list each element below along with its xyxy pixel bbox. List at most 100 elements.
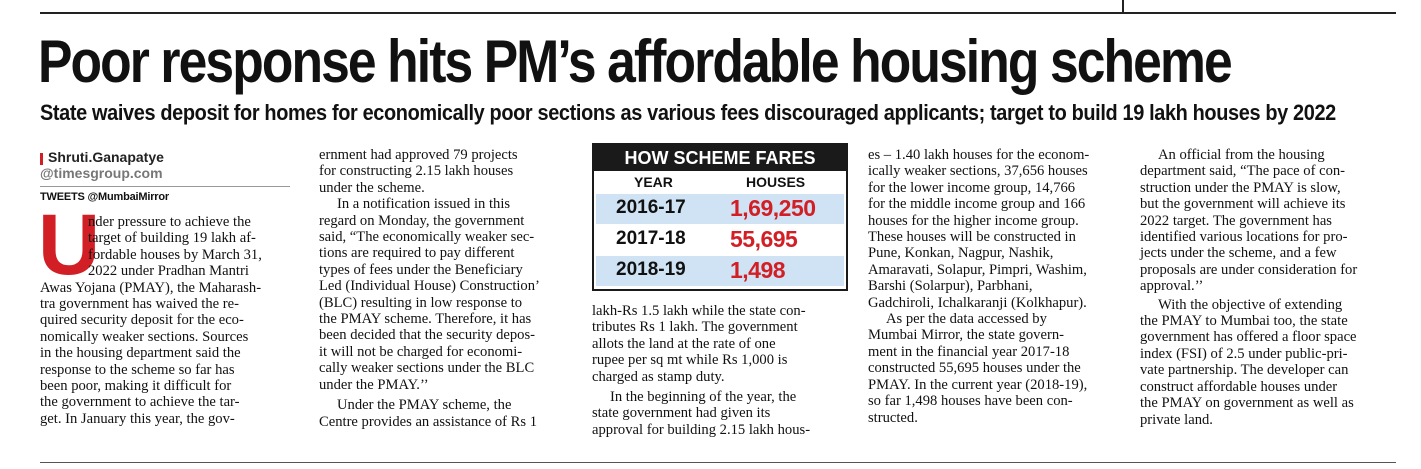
byline-accent-bar <box>40 153 43 165</box>
table-row: 2017-18 55,695 <box>596 225 844 255</box>
text-line: In a notification issued in this <box>337 196 511 213</box>
table-row: 2016-17 1,69,250 <box>596 194 844 224</box>
text-line: the PMAY on government as well as <box>1140 395 1354 412</box>
text-line: Led (Individual House) Construction’ <box>319 278 540 295</box>
text-line: types of fees under the Beneficiary <box>319 261 523 278</box>
table-row: 2018-19 1,498 <box>596 256 844 286</box>
text-line: jects under the scheme, and a few <box>1140 245 1337 262</box>
text-line: said, “The economically weaker sec- <box>319 229 535 246</box>
text-line: cally weaker sections under the BLC <box>319 360 535 377</box>
text-line: but the government will achieve its <box>1140 196 1346 213</box>
text-line: ment in the financial year 2017-18 <box>868 343 1070 360</box>
text-line: identified various locations for pro- <box>1140 229 1348 246</box>
table-cell-year: 2017-18 <box>616 228 686 249</box>
table-header-year: YEAR <box>634 174 673 190</box>
text-line: in the housing department said the <box>40 345 241 362</box>
text-line: tions are required to pay different <box>319 245 515 262</box>
table-cell-year: 2018-19 <box>616 259 686 280</box>
column-1-text: nder pressure to achieve the target of b… <box>40 214 290 427</box>
text-line: proposals are under consideration for <box>1140 261 1358 278</box>
text-line: struction under the PMAY is slow, <box>1140 179 1341 196</box>
deck-subheadline: State waives deposit for homes for econo… <box>40 100 1336 125</box>
byline-name: Shruti.Ganapatye <box>48 149 164 165</box>
text-line: been decided that the security depos- <box>319 327 535 344</box>
text-line: nomically weaker sections. Sources <box>40 328 249 345</box>
text-line: charged as stamp duty. <box>592 368 725 385</box>
byline-email: @timesgroup.com <box>40 165 163 181</box>
text-line: Mumbai Mirror, the state govern- <box>868 327 1064 344</box>
text-line: get. In January this year, the gov- <box>40 410 235 427</box>
text-line: allots the land at the rate of one <box>592 335 776 352</box>
text-line: under the scheme. <box>319 179 425 196</box>
text-line: state government had given its <box>592 405 771 422</box>
column-2-text: ernment had approved 79 projects for con… <box>319 147 571 430</box>
text-line: construct affordable houses under <box>1140 378 1338 395</box>
text-line: Barshi (Solarpur), Parbhani, <box>868 278 1033 295</box>
text-line: for the lower income group, 14,766 <box>868 179 1076 196</box>
text-line: Awas Yojana (PMAY), the Maharash- <box>40 279 262 296</box>
text-line: quired security deposit for the eco- <box>40 312 244 329</box>
text-line: (BLC) resulting in low response to <box>319 294 523 311</box>
text-line: Under the PMAY scheme, the <box>337 397 512 414</box>
twitter-handle: TWEETS @MumbaiMirror <box>40 191 169 203</box>
text-line: es – 1.40 lakh houses for the econom- <box>868 147 1090 163</box>
text-line: index (FSI) of 2.5 under public-pri- <box>1140 345 1348 362</box>
table-header-houses: HOUSES <box>746 174 806 190</box>
text-line: structed. <box>868 409 918 426</box>
text-line: it will not be charged for economi- <box>319 343 523 360</box>
text-line: so far 1,498 houses have been con- <box>868 393 1073 410</box>
scheme-stats-table: HOW SCHEME FARES YEAR HOUSES 2016-17 1,6… <box>592 143 848 291</box>
text-line: vate partnership. The developer can <box>1140 362 1349 379</box>
text-line: approval.’’ <box>1140 278 1204 295</box>
table-cell-year: 2016-17 <box>616 197 686 218</box>
text-line: for constructing 2.15 lakh houses <box>319 163 514 180</box>
text-line: for the middle income group and 166 <box>868 196 1086 213</box>
byline-divider <box>40 186 290 187</box>
text-line: Pune, Konkan, Nagpur, Nashik, <box>868 245 1054 262</box>
text-line: response to the scheme so far has <box>40 361 235 378</box>
text-line: As per the data accessed by <box>886 311 1047 328</box>
column-3-text: lakh-Rs 1.5 lakh while the state con- tr… <box>592 303 844 438</box>
text-line: tributes Rs 1 lakh. The government <box>592 319 798 336</box>
text-line: been poor, making it difficult for <box>40 378 232 395</box>
text-line: target of building 19 lakh af- <box>88 230 256 247</box>
text-line: ically weaker sections, 37,656 houses <box>868 163 1088 180</box>
text-line: With the objective of extending <box>1158 296 1343 313</box>
text-line: ernment had approved 79 projects <box>319 147 518 163</box>
text-line: nder pressure to achieve the <box>88 214 251 230</box>
text-line: the PMAY to Mumbai too, the state <box>1140 313 1348 330</box>
column-5-text: An official from the housing department … <box>1140 147 1396 428</box>
text-line: private land. <box>1140 411 1213 428</box>
top-rule-tick <box>1122 0 1124 12</box>
table-cell-houses: 55,695 <box>730 226 798 252</box>
drop-cap: U <box>38 197 101 293</box>
text-line: 2022 under Pradhan Mantri <box>88 263 249 280</box>
text-line: These houses will be constructed in <box>868 229 1076 246</box>
text-line: regard on Monday, the government <box>319 212 525 229</box>
table-title: HOW SCHEME FARES <box>594 145 846 171</box>
text-line: approval for building 2.15 lakh hous- <box>592 421 811 438</box>
bottom-rule <box>40 462 1396 463</box>
text-line: PMAY. In the current year (2018-19), <box>868 376 1088 393</box>
text-line: department said, “The pace of con- <box>1140 163 1346 180</box>
text-line: In the beginning of the year, the <box>610 389 797 406</box>
text-line: rupee per sq mt while Rs 1,000 is <box>592 352 788 369</box>
headline: Poor response hits PM’s affordable housi… <box>38 28 1233 95</box>
text-line: the PMAY scheme. Therefore, it has <box>319 311 532 328</box>
text-line: fordable houses by March 31, <box>88 246 262 263</box>
table-cell-houses: 1,69,250 <box>730 195 816 221</box>
text-line: tra government has waived the re- <box>40 296 239 313</box>
column-4-text: es – 1.40 lakh houses for the econom- ic… <box>868 147 1120 426</box>
text-line: Centre provides an assistance of Rs 1 <box>319 413 538 430</box>
text-line: constructed 55,695 houses under the <box>868 360 1081 377</box>
text-line: government has offered a floor space <box>1140 329 1357 346</box>
text-line: under the PMAY.’’ <box>319 376 429 393</box>
text-line: Amaravati, Solapur, Pimpri, Washim, <box>868 261 1087 278</box>
text-line: the government to achieve the tar- <box>40 394 240 411</box>
text-line: houses for the higher income group. <box>868 212 1079 229</box>
text-line: Gadchiroli, Ichalkaranji (Kolkhapur). <box>868 294 1087 311</box>
text-line: An official from the housing <box>1158 147 1325 163</box>
top-rule <box>40 12 1396 14</box>
table-cell-houses: 1,498 <box>730 257 786 283</box>
text-line: lakh-Rs 1.5 lakh while the state con- <box>592 303 806 319</box>
